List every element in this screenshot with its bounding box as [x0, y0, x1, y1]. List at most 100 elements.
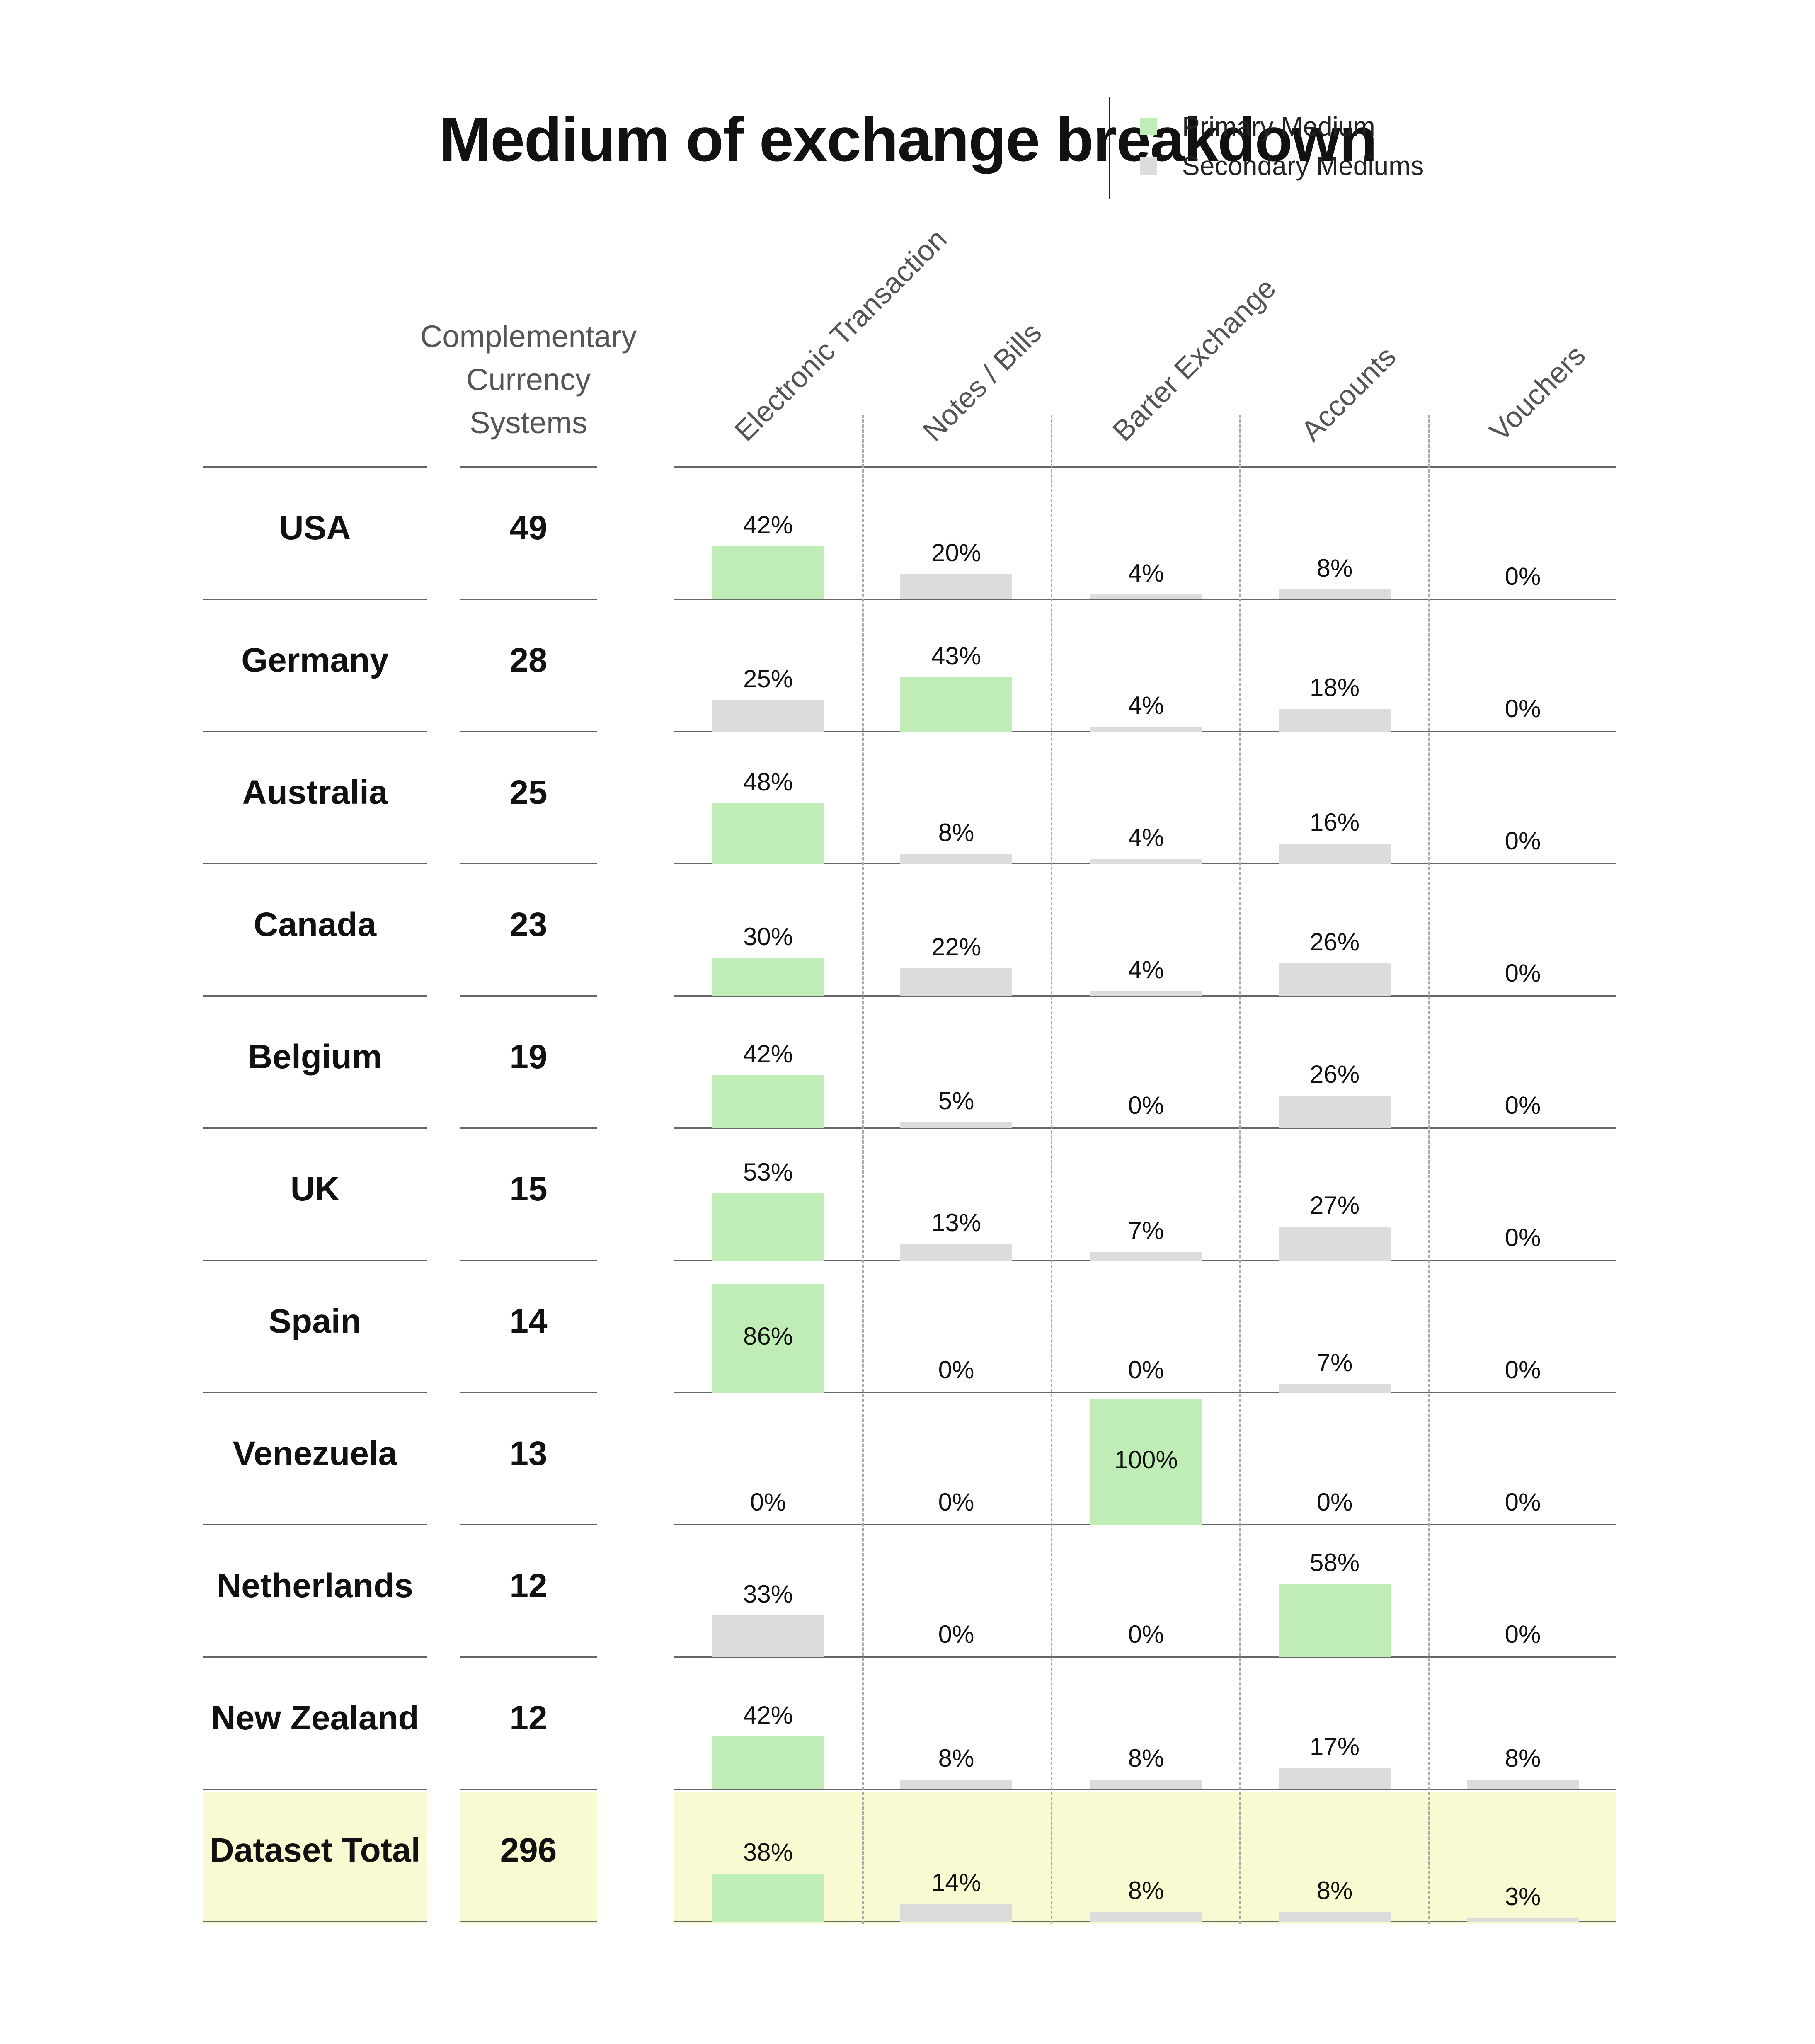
row-divider-mediums	[674, 466, 1616, 468]
bar-barter-exchange	[1090, 1252, 1202, 1261]
data-label: 0%	[1505, 959, 1541, 987]
bar-barter-exchange	[1090, 991, 1202, 996]
data-label: 86%	[743, 1322, 793, 1350]
row-divider-systems	[460, 1921, 597, 1922]
bar-barter-exchange	[1090, 1399, 1202, 1525]
systems-column-header: Complementary Currency Systems	[414, 315, 642, 444]
systems-count: 15	[509, 1170, 548, 1208]
bar-electronic-transaction	[712, 700, 824, 732]
bar-electronic-transaction	[712, 1075, 824, 1128]
bar-electronic-transaction	[712, 1615, 824, 1657]
data-label: 13%	[931, 1209, 981, 1237]
bar-notes-bills	[900, 1122, 1012, 1128]
data-label: 0%	[1505, 1488, 1541, 1516]
bar-notes-bills	[900, 1244, 1012, 1261]
data-label: 20%	[931, 539, 981, 567]
data-label: 42%	[743, 511, 793, 539]
column-separator	[1428, 415, 1430, 1924]
data-label: 0%	[1505, 1356, 1541, 1384]
data-label: 4%	[1128, 956, 1164, 984]
row-divider-systems	[460, 466, 597, 468]
data-label: 0%	[1128, 1356, 1164, 1384]
data-label: 8%	[1316, 554, 1353, 582]
systems-header-line-2: Currency	[466, 362, 591, 397]
data-label: 0%	[1505, 1620, 1541, 1648]
systems-count: 14	[509, 1302, 548, 1340]
legend-secondary-label: Secondary Mediums	[1182, 151, 1424, 181]
column-header-vouchers: Vouchers	[1483, 339, 1592, 448]
row-divider-country	[203, 1656, 427, 1658]
bar-barter-exchange	[1090, 727, 1202, 732]
country-label: Australia	[242, 773, 388, 811]
country-label: Germany	[241, 641, 389, 679]
data-label: 0%	[1505, 1091, 1541, 1119]
systems-count: 28	[509, 641, 548, 679]
row-divider-systems	[460, 599, 597, 600]
data-label: 4%	[1128, 691, 1164, 719]
data-label: 100%	[1114, 1446, 1178, 1474]
bar-vouchers	[1467, 1918, 1579, 1922]
bar-notes-bills	[900, 1904, 1012, 1922]
bar-barter-exchange	[1090, 1780, 1202, 1789]
systems-count: 19	[509, 1038, 548, 1076]
country-label: UK	[290, 1170, 340, 1208]
country-label: Spain	[269, 1302, 361, 1340]
country-label: New Zealand	[211, 1699, 419, 1737]
legend-primary: Primary Medium	[1140, 112, 1375, 141]
legend-secondary: Secondary Mediums	[1140, 151, 1424, 181]
column-header-barter-exchange: Barter Exchange	[1106, 272, 1282, 448]
row-divider-country	[203, 995, 427, 997]
bar-notes-bills	[900, 854, 1012, 864]
country-label: Netherlands	[217, 1567, 413, 1605]
data-label: 42%	[743, 1040, 793, 1068]
legend-primary-swatch	[1140, 118, 1157, 135]
bar-vouchers	[1467, 1780, 1579, 1789]
data-label: 4%	[1128, 559, 1164, 587]
column-separator	[862, 415, 864, 1924]
country-label: Canada	[253, 906, 377, 943]
legend-secondary-swatch	[1140, 157, 1157, 175]
total-band-systems	[460, 1792, 597, 1924]
data-label: 0%	[938, 1620, 974, 1648]
data-label: 22%	[931, 933, 981, 961]
data-label: 18%	[1309, 674, 1360, 701]
row-divider-mediums	[674, 1392, 1616, 1393]
data-label: 30%	[743, 923, 793, 950]
row-divider-systems	[460, 1524, 597, 1525]
data-label: 8%	[1128, 1744, 1164, 1772]
column-header-accounts: Accounts	[1295, 340, 1402, 448]
data-label: 8%	[1128, 1877, 1164, 1904]
row-divider-systems	[460, 863, 597, 864]
data-label: 0%	[1505, 827, 1541, 855]
bar-notes-bills	[900, 968, 1012, 996]
data-label: 0%	[938, 1356, 974, 1384]
data-label: 0%	[1316, 1488, 1353, 1516]
column-separator	[1239, 415, 1241, 1924]
row-divider-country	[203, 1524, 427, 1525]
country-label: Dataset Total	[209, 1831, 421, 1869]
bar-barter-exchange	[1090, 859, 1202, 864]
data-label: 26%	[1309, 928, 1360, 956]
total-band-left	[203, 1792, 427, 1924]
data-label: 0%	[1505, 1224, 1541, 1251]
data-label: 7%	[1128, 1217, 1164, 1244]
row-divider-systems	[460, 1260, 597, 1261]
bar-electronic-transaction	[712, 546, 824, 599]
data-label: 43%	[931, 642, 981, 670]
legend-primary-label: Primary Medium	[1182, 112, 1375, 141]
bar-electronic-transaction	[712, 1284, 824, 1393]
systems-count: 296	[500, 1831, 557, 1869]
bar-notes-bills	[900, 677, 1012, 732]
data-label: 42%	[743, 1701, 793, 1729]
systems-header-line-1: Complementary	[420, 319, 637, 354]
column-header-electronic-transaction: Electronic Transaction	[728, 223, 953, 448]
data-label: 27%	[1309, 1191, 1360, 1219]
data-label: 3%	[1505, 1883, 1541, 1911]
row-divider-systems	[460, 1392, 597, 1393]
bar-accounts	[1279, 1096, 1391, 1128]
row-divider-country	[203, 731, 427, 732]
data-label: 8%	[938, 819, 974, 846]
data-label: 33%	[743, 1580, 793, 1608]
bar-accounts	[1279, 1227, 1391, 1261]
systems-count: 25	[509, 773, 548, 811]
